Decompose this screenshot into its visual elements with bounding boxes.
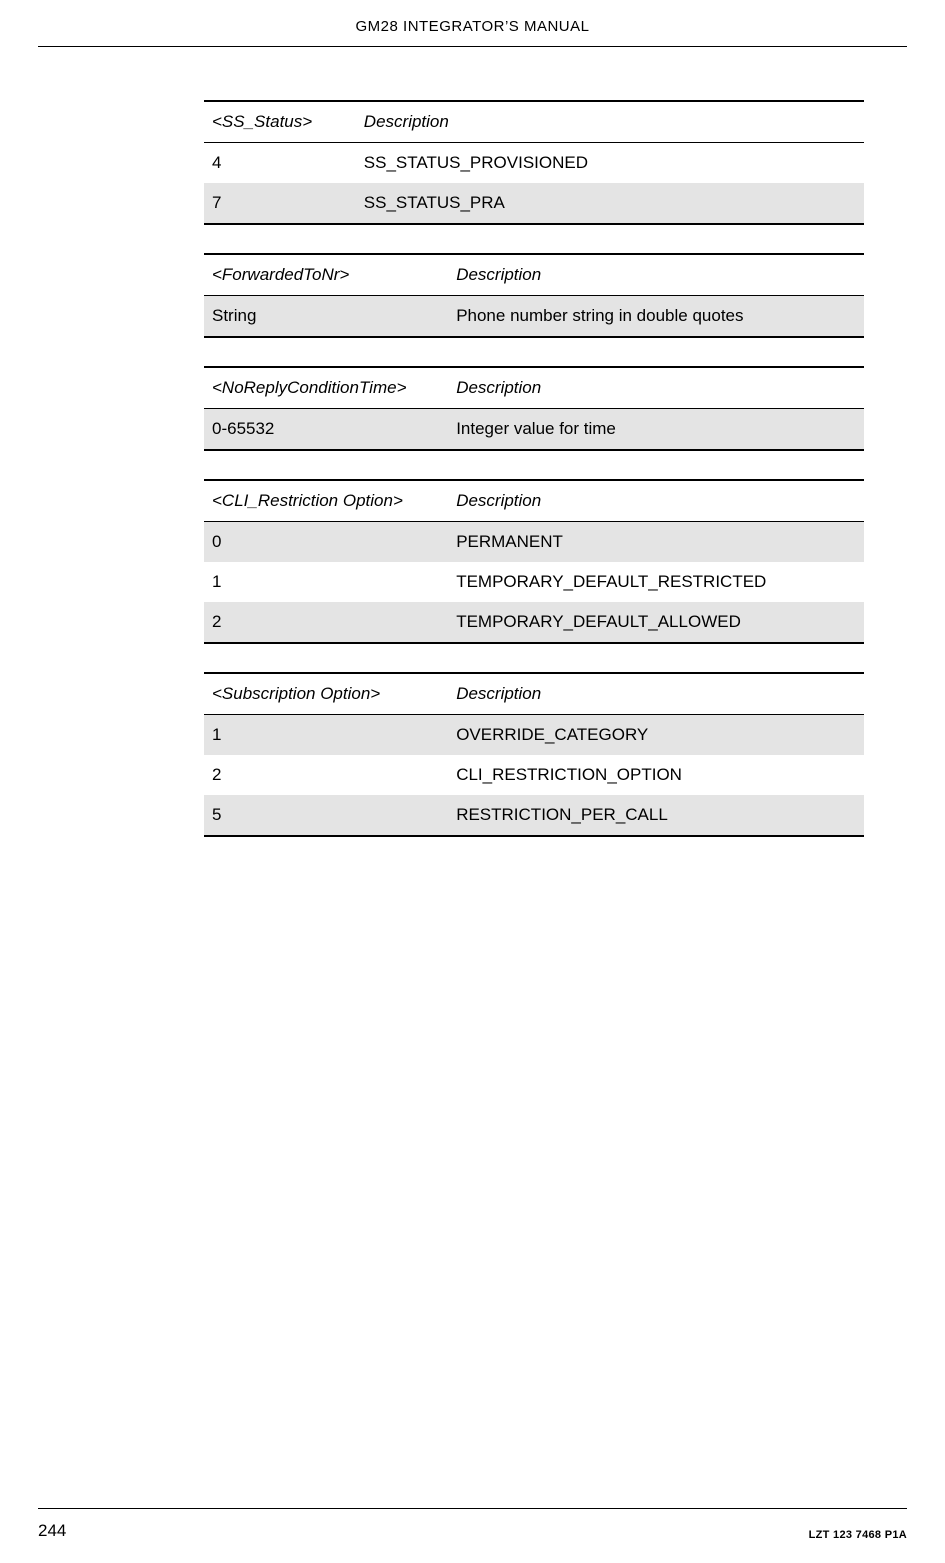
table-row: 2 TEMPORARY_DEFAULT_ALLOWED [204,602,864,643]
col-description: Description [448,673,864,715]
cell-key: 2 [204,755,448,795]
table-header-row: <ForwardedToNr> Description [204,254,864,296]
cell-value: CLI_RESTRICTION_OPTION [448,755,864,795]
cell-key: 0 [204,522,448,563]
table-row: 7 SS_STATUS_PRA [204,183,864,224]
col-ss-status: <SS_Status> [204,101,356,143]
table-row: 2 CLI_RESTRICTION_OPTION [204,755,864,795]
cell-value: SS_STATUS_PROVISIONED [356,143,864,184]
cell-value: SS_STATUS_PRA [356,183,864,224]
table-header-row: <SS_Status> Description [204,101,864,143]
table-no-reply-time: <NoReplyConditionTime> Description 0-655… [204,366,864,451]
table-row: 1 OVERRIDE_CATEGORY [204,715,864,756]
table-row: 5 RESTRICTION_PER_CALL [204,795,864,836]
col-cli: <CLI_Restriction Option> [204,480,448,522]
cell-value: Integer value for time [448,409,864,451]
table-row: 0-65532 Integer value for time [204,409,864,451]
table-header-row: <CLI_Restriction Option> Description [204,480,864,522]
table-header-row: <NoReplyConditionTime> Description [204,367,864,409]
cell-key: 0-65532 [204,409,448,451]
cell-value: Phone number string in double quotes [448,296,864,338]
page-header-title: GM28 INTEGRATOR’S MANUAL [356,18,590,35]
cell-key: 2 [204,602,448,643]
cell-key: 5 [204,795,448,836]
col-forwarded: <ForwardedToNr> [204,254,448,296]
page-number: 244 [38,1521,66,1541]
table-cli-restriction: <CLI_Restriction Option> Description 0 P… [204,479,864,644]
table-header-row: <Subscription Option> Description [204,673,864,715]
table-row: 1 TEMPORARY_DEFAULT_RESTRICTED [204,562,864,602]
cell-value: OVERRIDE_CATEGORY [448,715,864,756]
col-description: Description [356,101,864,143]
header-rule [38,46,907,47]
table-row: String Phone number string in double quo… [204,296,864,338]
footer-rule [38,1508,907,1509]
col-noreply: <NoReplyConditionTime> [204,367,448,409]
cell-value: PERMANENT [448,522,864,563]
cell-key: 1 [204,562,448,602]
document-code: LZT 123 7468 P1A [809,1529,907,1541]
table-ss-status: <SS_Status> Description 4 SS_STATUS_PROV… [204,100,864,225]
content-area: <SS_Status> Description 4 SS_STATUS_PROV… [204,100,864,865]
cell-value: TEMPORARY_DEFAULT_RESTRICTED [448,562,864,602]
col-description: Description [448,367,864,409]
table-forwarded-to-nr: <ForwardedToNr> Description String Phone… [204,253,864,338]
cell-value: TEMPORARY_DEFAULT_ALLOWED [448,602,864,643]
col-subscription: <Subscription Option> [204,673,448,715]
cell-key: 1 [204,715,448,756]
table-subscription-option: <Subscription Option> Description 1 OVER… [204,672,864,837]
table-row: 4 SS_STATUS_PROVISIONED [204,143,864,184]
cell-value: RESTRICTION_PER_CALL [448,795,864,836]
table-row: 0 PERMANENT [204,522,864,563]
cell-key: 4 [204,143,356,184]
col-description: Description [448,254,864,296]
cell-key: 7 [204,183,356,224]
col-description: Description [448,480,864,522]
cell-key: String [204,296,448,338]
